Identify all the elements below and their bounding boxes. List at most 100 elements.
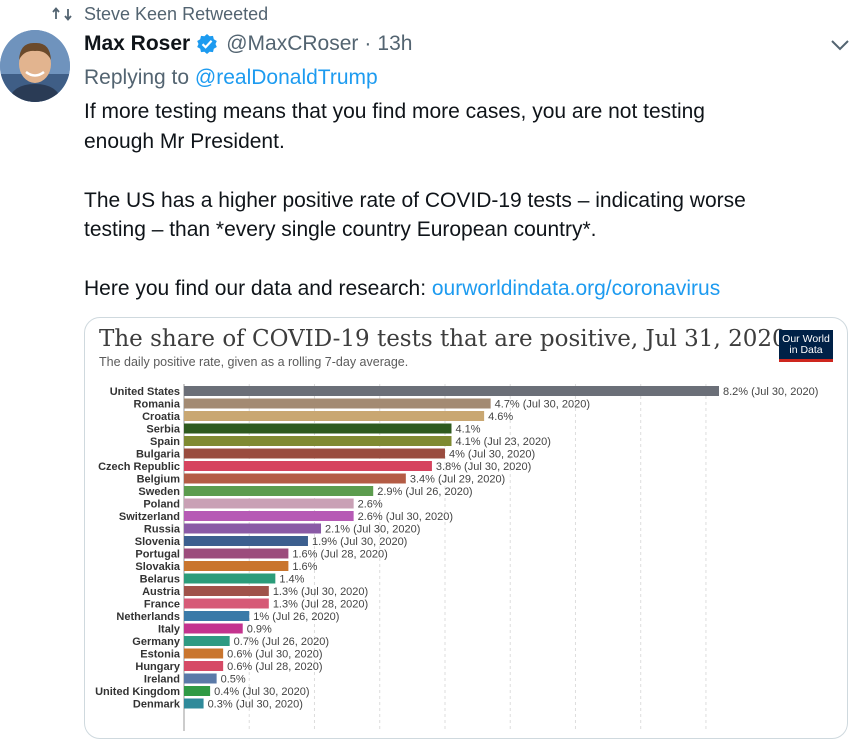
owid-logo-line: in Data <box>789 344 823 356</box>
bar <box>184 648 224 659</box>
country-label: Slovakia <box>135 561 181 573</box>
country-label: France <box>144 599 180 611</box>
author-handle[interactable]: @MaxCRoser <box>226 32 359 55</box>
value-label: 1.4% <box>279 574 304 586</box>
value-label: 4% (Jul 30, 2020) <box>449 449 535 461</box>
reply-mention-link[interactable]: @realDonaldTrump <box>194 66 378 89</box>
avatar[interactable] <box>0 30 70 102</box>
value-label: 1.3% (Jul 28, 2020) <box>273 599 368 611</box>
value-label: 1.3% (Jul 30, 2020) <box>273 586 368 598</box>
tweet-line: enough Mr President. <box>84 129 285 153</box>
country-label: Germany <box>132 636 181 648</box>
value-label: 4.1% <box>456 424 481 436</box>
bar <box>184 498 354 509</box>
value-label: 2.9% (Jul 26, 2020) <box>377 486 472 498</box>
chart-image-card[interactable]: United States 8.2% (Jul 30, 2020) Romania 4… <box>84 317 848 739</box>
country-label: Russia <box>144 524 181 536</box>
avatar-image <box>0 30 70 102</box>
tweet-header: Max Roser @MaxCRoser · 13h <box>84 32 412 56</box>
value-label: 1% (Jul 26, 2020) <box>253 611 339 623</box>
country-label: Spain <box>150 436 180 448</box>
country-label: Netherlands <box>116 611 180 623</box>
owid-logo: Our World in Data <box>779 330 833 362</box>
bar <box>184 386 719 396</box>
country-label: Romania <box>134 399 181 411</box>
tweet-line: The US has a higher positive rate of COV… <box>84 188 746 212</box>
retweet-text: Steve Keen Retweeted <box>84 3 269 24</box>
bar <box>184 473 406 484</box>
value-label: 0.4% (Jul 30, 2020) <box>214 686 309 698</box>
country-label: Portugal <box>135 549 180 561</box>
country-label: Hungary <box>135 661 181 673</box>
value-label: 3.8% (Jul 30, 2020) <box>436 461 531 473</box>
value-label: 0.6% (Jul 30, 2020) <box>227 649 322 661</box>
bar <box>184 611 250 621</box>
separator-dot: · <box>364 32 372 55</box>
bar <box>184 398 491 409</box>
tweet-line-prefix: Here you find our data and research: <box>84 277 432 300</box>
country-label: Bulgaria <box>136 449 181 461</box>
retweet-context[interactable]: Steve Keen Retweeted <box>52 3 268 25</box>
bar <box>184 586 269 596</box>
country-label: United Kingdom <box>95 686 180 698</box>
verified-badge-icon <box>197 34 218 54</box>
country-label: Croatia <box>142 411 181 423</box>
bar <box>184 598 269 609</box>
value-label: 0.3% (Jul 30, 2020) <box>208 699 303 711</box>
value-label: 4.6% <box>488 411 513 423</box>
value-label: 0.5% <box>221 674 246 686</box>
chart-title: The share of COVID-19 tests that are pos… <box>99 326 787 352</box>
bar <box>184 436 452 446</box>
chart-subtitle: The daily positive rate, given as a roll… <box>99 355 409 369</box>
country-label: Estonia <box>140 649 181 661</box>
country-label: Serbia <box>146 424 181 436</box>
country-label: Slovenia <box>135 536 181 548</box>
tweet-line: Here you find our data and research: our… <box>84 274 844 304</box>
bar <box>184 673 217 684</box>
country-label: Italy <box>158 624 181 636</box>
country-label: Switzerland <box>119 511 180 523</box>
value-label: 0.7% (Jul 26, 2020) <box>234 636 329 648</box>
positive-rate-bar-chart: United States 8.2% (Jul 30, 2020) Romania 4… <box>95 384 818 731</box>
bar <box>184 561 289 571</box>
bar <box>184 698 204 709</box>
bar <box>184 423 452 434</box>
country-label: Austria <box>142 586 181 598</box>
author-name[interactable]: Max Roser <box>84 32 191 55</box>
tweet-timestamp[interactable]: 13h <box>377 32 413 55</box>
bar <box>184 548 289 559</box>
value-label: 0.6% (Jul 28, 2020) <box>227 661 322 673</box>
bar <box>184 523 322 534</box>
bar <box>184 686 211 696</box>
tweet-line: testing – than *every single country Eur… <box>84 218 597 241</box>
tweet-link[interactable]: ourworldindata.org/coronavirus <box>431 277 721 300</box>
value-label: 0.9% <box>247 624 272 636</box>
country-label: Ireland <box>144 674 180 686</box>
bar <box>184 623 243 634</box>
value-label: 8.2% (Jul 30, 2020) <box>723 386 818 398</box>
value-label: 3.4% (Jul 29, 2020) <box>410 474 505 486</box>
tweet-text: If more testing means that you find more… <box>84 97 844 304</box>
value-label: 4.7% (Jul 30, 2020) <box>495 399 590 411</box>
tweet-line: If more testing means that you find more… <box>84 100 705 123</box>
bar <box>184 461 432 471</box>
country-label: Belgium <box>137 474 181 486</box>
bar <box>184 636 230 646</box>
bar <box>184 511 354 521</box>
value-label: 1.6% <box>292 561 317 573</box>
value-label: 4.1% (Jul 23, 2020) <box>456 436 551 448</box>
country-label: Sweden <box>138 486 180 498</box>
value-label: 1.9% (Jul 30, 2020) <box>312 536 407 548</box>
country-label: Belarus <box>140 574 180 586</box>
bar <box>184 573 276 584</box>
chevron-down-icon[interactable] <box>830 38 850 52</box>
bar <box>184 661 224 671</box>
bar <box>184 536 308 546</box>
retweet-icon <box>52 7 72 21</box>
country-label: Czech Republic <box>98 461 180 473</box>
value-label: 2.1% (Jul 30, 2020) <box>325 524 420 536</box>
value-label: 2.6% (Jul 30, 2020) <box>358 511 453 523</box>
country-label: Poland <box>143 499 180 511</box>
reply-context: Replying to @realDonaldTrump <box>84 66 378 90</box>
reply-prefix: Replying to <box>84 66 195 89</box>
